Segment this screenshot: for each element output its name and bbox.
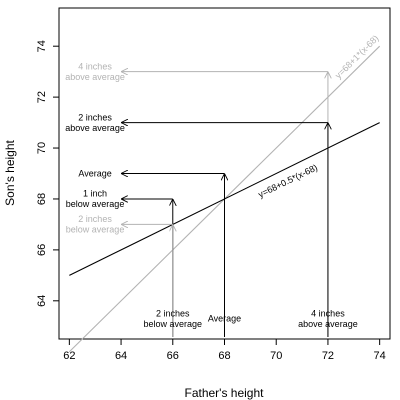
y-guide-label: below average: [66, 199, 125, 209]
y-guide-label: 2 inches: [78, 112, 112, 122]
x-tick-label: 62: [63, 350, 75, 362]
x-guide-label: Average: [208, 314, 241, 324]
x-guide-label: 4 inches: [311, 308, 345, 318]
y-axis-title: Son's height: [3, 139, 17, 205]
x-tick-label: 68: [218, 350, 230, 362]
x-guide-label: above average: [298, 319, 358, 329]
x-tick-label: 64: [115, 350, 127, 362]
y-tick-label: 72: [36, 91, 48, 103]
y-guide-label: 4 inches: [78, 61, 112, 71]
y-tick-label: 66: [36, 244, 48, 256]
y-guide-label: Average: [78, 169, 111, 179]
y-tick-label: 70: [36, 142, 48, 154]
y-tick-label: 74: [36, 40, 48, 52]
x-guide-label: 2 inches: [156, 308, 190, 318]
y-guide-label: below average: [66, 225, 125, 235]
x-tick-label: 72: [322, 350, 334, 362]
guide-arrows: [121, 72, 328, 337]
y-guide-label: above average: [65, 72, 125, 82]
x-guide-label: below average: [144, 319, 203, 329]
y-tick-label: 68: [36, 193, 48, 205]
annotations: y=68+1*(x-68)y=68+0.5*(x-68)4 inchesabov…: [65, 33, 380, 329]
y-axis: 64 66 68 70 72 74: [36, 40, 59, 307]
line-equation-label: y=68+1*(x-68): [333, 33, 380, 80]
y-guide-label: 2 inches: [78, 214, 112, 224]
x-tick-label: 70: [270, 350, 282, 362]
y-tick-label: 64: [36, 295, 48, 307]
y-guide-label: 1 inch: [83, 189, 107, 199]
x-tick-label: 66: [167, 350, 179, 362]
x-axis: 62 64 66 68 70 72 74: [63, 339, 386, 362]
y-guide-label: above average: [65, 123, 125, 133]
x-tick-label: 74: [374, 350, 386, 362]
x-axis-title: Father's height: [184, 386, 264, 400]
